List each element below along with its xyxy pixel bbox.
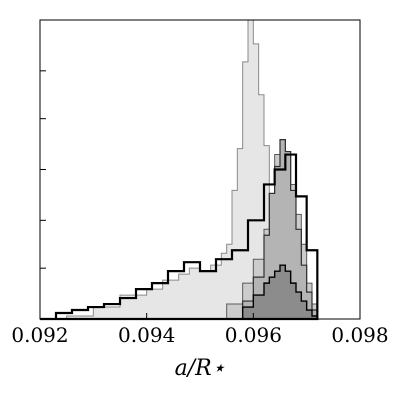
- x-tick-label-1: 0.092: [11, 323, 68, 347]
- histogram-series-4: [226, 264, 319, 320]
- y-axis-ticks: [40, 70, 46, 269]
- x-tick-label-3: 0.096: [225, 323, 282, 347]
- x-tick-label-2: 0.094: [118, 323, 175, 347]
- x-tick-label-4: 0.098: [331, 323, 388, 347]
- x-axis-label: a/R⋆: [175, 356, 226, 381]
- histogram-series-5: [40, 153, 319, 321]
- histogram-series-3: [226, 139, 318, 320]
- x-axis-ticks: 0.092 0.094 0.096 0.098: [11, 313, 389, 347]
- plot-area: [40, 19, 319, 321]
